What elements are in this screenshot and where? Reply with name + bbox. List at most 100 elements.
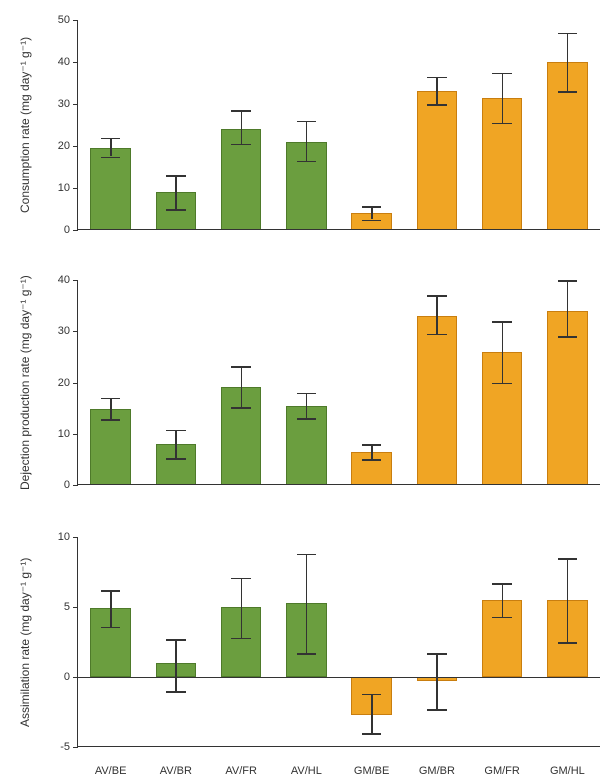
ytick-label: 10 <box>58 182 70 194</box>
errorbar-cap <box>101 590 121 592</box>
errorbar-cap <box>297 653 317 655</box>
errorbar-cap <box>362 444 382 446</box>
ytick-label: 0 <box>64 224 70 236</box>
errorbar-stem <box>436 295 438 333</box>
errorbar-cap <box>231 638 251 640</box>
ytick-label: 20 <box>58 140 70 152</box>
ytick-mark <box>73 434 78 435</box>
errorbar-stem <box>567 280 569 336</box>
errorbar-stem <box>110 138 112 157</box>
errorbar-stem <box>306 554 308 653</box>
ytick-mark <box>73 485 78 486</box>
ytick-mark <box>73 747 78 748</box>
xcategory-label: AV/FR <box>225 765 257 777</box>
x-axis <box>78 746 600 747</box>
ytick-mark <box>73 331 78 332</box>
ylabel-dejection: Dejection production rate (mg day⁻¹ g⁻¹) <box>18 275 32 490</box>
errorbar-stem <box>306 393 308 419</box>
errorbar-cap <box>101 398 121 400</box>
errorbar-cap <box>362 694 382 696</box>
ytick-label: 20 <box>58 377 70 389</box>
bar <box>417 316 457 485</box>
errorbar-cap <box>558 280 578 282</box>
errorbar-cap <box>101 627 121 629</box>
errorbar-cap <box>492 617 512 619</box>
errorbar-cap <box>297 418 317 420</box>
errorbar-stem <box>502 321 504 383</box>
ytick-label: 40 <box>58 56 70 68</box>
errorbar-cap <box>231 144 251 146</box>
ytick-label: 50 <box>58 14 70 26</box>
errorbar-cap <box>231 110 251 112</box>
ylabel-assimilation: Assimilation rate (mg day⁻¹ g⁻¹) <box>18 557 32 726</box>
ytick-label: 30 <box>58 325 70 337</box>
panel-dejection: Dejection production rate (mg day⁻¹ g⁻¹)… <box>0 280 614 485</box>
ytick-label: 40 <box>58 274 70 286</box>
errorbar-stem <box>241 110 243 144</box>
x-axis <box>78 229 600 230</box>
ytick-label: 0 <box>64 671 70 683</box>
ylabel-consumption: Consumption rate (mg day⁻¹ g⁻¹) <box>18 37 32 213</box>
plot-area-consumption <box>78 20 600 230</box>
ytick-mark <box>73 383 78 384</box>
ytick-mark <box>73 62 78 63</box>
errorbar-stem <box>502 583 504 617</box>
errorbar-cap <box>427 334 447 336</box>
plot-area-dejection <box>78 280 600 485</box>
errorbar-cap <box>362 206 382 208</box>
xcategory-label: AV/BR <box>160 765 192 777</box>
plot-area-assimilation <box>78 537 600 747</box>
errorbar-cap <box>231 366 251 368</box>
errorbar-cap <box>297 554 317 556</box>
ytick-mark <box>73 20 78 21</box>
errorbar-cap <box>427 709 447 711</box>
panel-assimilation: Assimilation rate (mg day⁻¹ g⁻¹)-50510 <box>0 537 614 747</box>
zero-line <box>78 677 600 678</box>
errorbar-cap <box>231 407 251 409</box>
errorbar-cap <box>101 419 121 421</box>
errorbar-cap <box>297 161 317 163</box>
bar <box>90 148 130 230</box>
x-axis <box>78 484 600 485</box>
errorbar-stem <box>306 121 308 161</box>
errorbar-cap <box>492 383 512 385</box>
errorbar-cap <box>492 583 512 585</box>
errorbar-cap <box>362 459 382 461</box>
errorbar-stem <box>175 639 177 691</box>
errorbar-stem <box>110 590 112 626</box>
errorbar-cap <box>166 639 186 641</box>
errorbar-cap <box>166 430 186 432</box>
errorbar-stem <box>567 558 569 642</box>
errorbar-cap <box>362 220 382 222</box>
errorbar-stem <box>371 206 373 219</box>
ytick-label: 10 <box>58 531 70 543</box>
y-axis <box>77 20 78 230</box>
ytick-mark <box>73 607 78 608</box>
errorbar-cap <box>492 321 512 323</box>
errorbar-cap <box>427 104 447 106</box>
ytick-mark <box>73 230 78 231</box>
ytick-label: 30 <box>58 98 70 110</box>
ytick-mark <box>73 146 78 147</box>
errorbar-cap <box>558 336 578 338</box>
xcategory-label: AV/BE <box>95 765 127 777</box>
errorbar-cap <box>427 295 447 297</box>
errorbar-stem <box>110 398 112 420</box>
ytick-label: 0 <box>64 479 70 491</box>
errorbar-cap <box>297 121 317 123</box>
errorbar-cap <box>101 138 121 140</box>
errorbar-stem <box>371 444 373 459</box>
xcategory-label: GM/BE <box>354 765 389 777</box>
xcategory-label: AV/HL <box>291 765 322 777</box>
ytick-label: -5 <box>60 741 70 753</box>
errorbar-stem <box>175 175 177 209</box>
errorbar-cap <box>166 175 186 177</box>
ytick-mark <box>73 677 78 678</box>
figure-root: Consumption rate (mg day⁻¹ g⁻¹) 0 10 20 30 40… <box>0 0 614 777</box>
errorbar-stem <box>241 578 243 638</box>
errorbar-cap <box>101 157 121 159</box>
errorbar-stem <box>371 694 373 733</box>
errorbar-cap <box>427 77 447 79</box>
ytick-label: 10 <box>58 428 70 440</box>
xcategory-label: GM/HL <box>550 765 585 777</box>
